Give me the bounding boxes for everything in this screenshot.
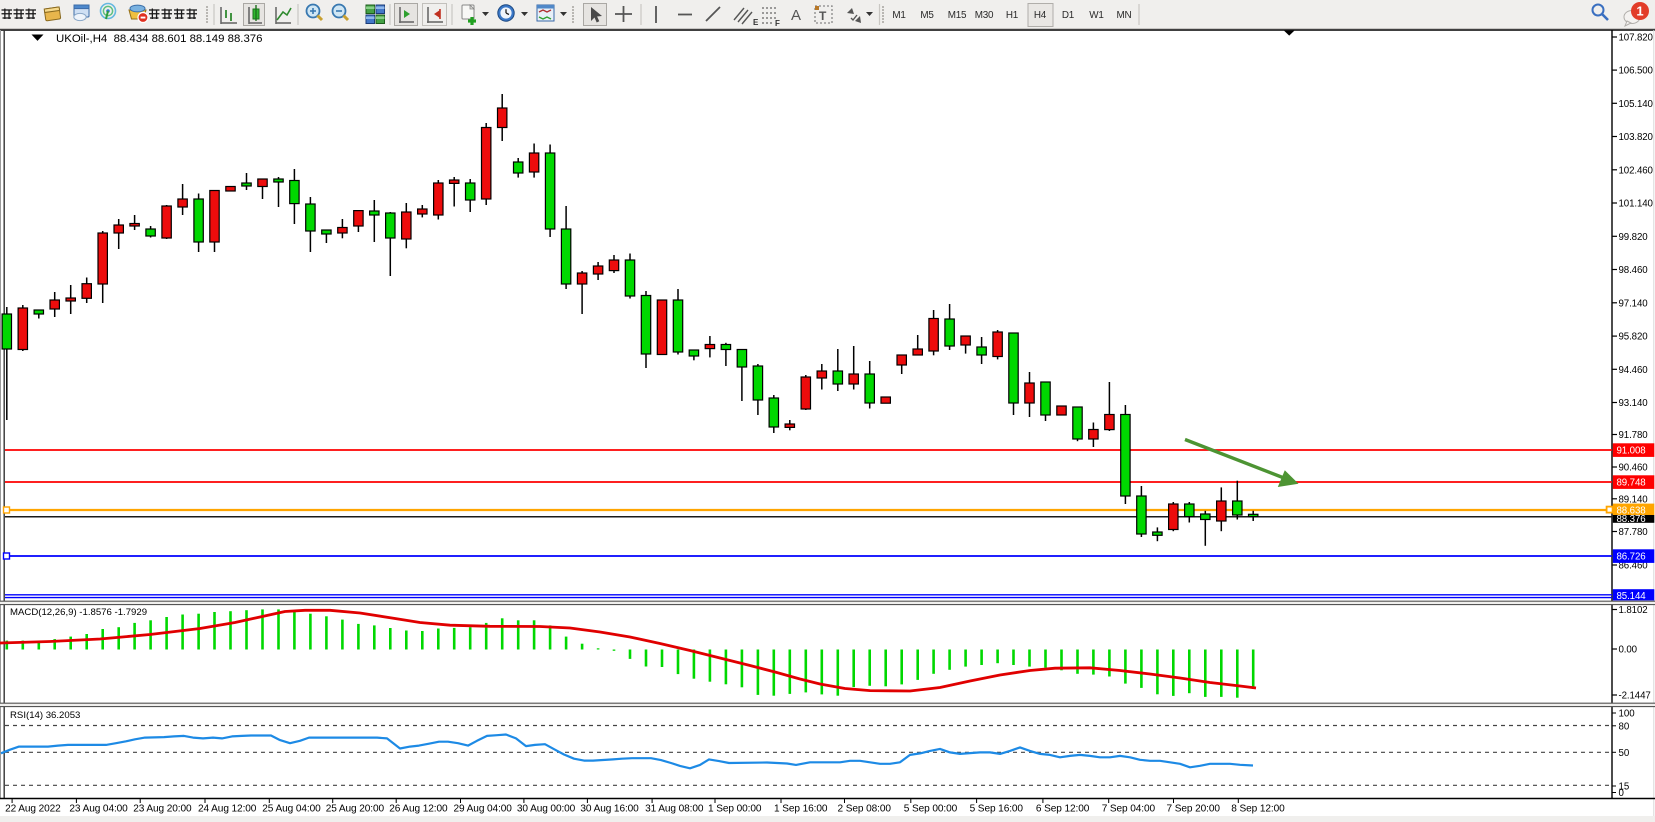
svg-text:5 Sep 00:00: 5 Sep 00:00 <box>904 804 958 815</box>
svg-text:7 Sep 20:00: 7 Sep 20:00 <box>1167 804 1221 815</box>
svg-text:91.008: 91.008 <box>1617 446 1646 457</box>
svg-text:M15: M15 <box>948 10 967 21</box>
svg-text:A: A <box>791 7 801 24</box>
svg-text:89.140: 89.140 <box>1619 494 1649 505</box>
svg-text:24 Aug 12:00: 24 Aug 12:00 <box>198 804 257 815</box>
svg-text:103.820: 103.820 <box>1619 132 1654 143</box>
svg-text:1: 1 <box>1636 4 1643 19</box>
svg-text:86.726: 86.726 <box>1617 552 1646 563</box>
svg-text:W1: W1 <box>1089 10 1104 21</box>
svg-text:25 Aug 20:00: 25 Aug 20:00 <box>326 804 385 815</box>
svg-text:99.820: 99.820 <box>1619 232 1649 243</box>
svg-text:7 Sep 04:00: 7 Sep 04:00 <box>1102 804 1156 815</box>
svg-text:6 Sep 12:00: 6 Sep 12:00 <box>1036 804 1090 815</box>
svg-text:88.376: 88.376 <box>1617 514 1646 525</box>
svg-text:15: 15 <box>1619 782 1630 793</box>
svg-text:M1: M1 <box>892 10 906 21</box>
svg-text:8 Sep 12:00: 8 Sep 12:00 <box>1231 804 1285 815</box>
svg-text:31 Aug 08:00: 31 Aug 08:00 <box>645 804 704 815</box>
svg-text:1 Sep 16:00: 1 Sep 16:00 <box>774 804 828 815</box>
svg-text:88.638: 88.638 <box>1617 505 1646 516</box>
svg-text:29 Aug 04:00: 29 Aug 04:00 <box>454 804 513 815</box>
svg-text:30 Aug 00:00: 30 Aug 00:00 <box>517 804 576 815</box>
svg-text:F: F <box>775 19 780 28</box>
svg-text:100: 100 <box>1619 709 1636 720</box>
svg-text:0.00: 0.00 <box>1619 645 1638 656</box>
svg-text:97.140: 97.140 <box>1619 298 1649 309</box>
svg-text:105.140: 105.140 <box>1619 99 1654 110</box>
svg-text:RSI(14) 36.2053: RSI(14) 36.2053 <box>10 710 80 721</box>
svg-text:30 Aug 16:00: 30 Aug 16:00 <box>580 804 639 815</box>
svg-text:M30: M30 <box>975 10 994 21</box>
svg-text:90.460: 90.460 <box>1619 463 1649 474</box>
svg-text:23 Aug 04:00: 23 Aug 04:00 <box>69 804 128 815</box>
svg-text:UKOil-,H4 88.434 88.601 88.14: UKOil-,H4 88.434 88.601 88.149 88.376 <box>56 33 262 45</box>
svg-text:107.820: 107.820 <box>1619 33 1654 44</box>
svg-text:25 Aug 04:00: 25 Aug 04:00 <box>262 804 321 815</box>
svg-text:23 Aug 20:00: 23 Aug 20:00 <box>133 804 192 815</box>
svg-text:101.140: 101.140 <box>1619 199 1654 210</box>
svg-text:89.748: 89.748 <box>1617 478 1646 489</box>
svg-text:26 Aug 12:00: 26 Aug 12:00 <box>389 804 448 815</box>
svg-text:5 Sep 16:00: 5 Sep 16:00 <box>970 804 1024 815</box>
svg-text:85.144: 85.144 <box>1617 591 1647 602</box>
svg-text:80: 80 <box>1619 721 1630 732</box>
svg-text:-2.1447: -2.1447 <box>1619 691 1651 702</box>
svg-text:H4: H4 <box>1034 10 1047 21</box>
svg-text:MACD(12,26,9) -1.8576 -1.7929: MACD(12,26,9) -1.8576 -1.7929 <box>10 607 147 618</box>
svg-text:86.460: 86.460 <box>1619 561 1649 572</box>
svg-text:1 Sep 00:00: 1 Sep 00:00 <box>708 804 762 815</box>
svg-text:D1: D1 <box>1062 10 1075 21</box>
svg-text:91.780: 91.780 <box>1619 430 1649 441</box>
svg-text:E: E <box>753 18 759 27</box>
svg-text:MN: MN <box>1117 10 1132 21</box>
svg-text:0: 0 <box>1619 788 1625 799</box>
svg-text:50: 50 <box>1619 748 1630 759</box>
svg-text:H1: H1 <box>1006 10 1019 21</box>
svg-text:98.460: 98.460 <box>1619 265 1649 276</box>
svg-text:95.820: 95.820 <box>1619 332 1649 343</box>
svg-text:22 Aug 2022: 22 Aug 2022 <box>5 804 61 815</box>
svg-text:106.500: 106.500 <box>1619 66 1654 77</box>
svg-text:T: T <box>819 9 827 23</box>
svg-text:102.460: 102.460 <box>1619 165 1654 176</box>
svg-text:1.8102: 1.8102 <box>1619 605 1648 616</box>
svg-text:87.780: 87.780 <box>1619 527 1649 538</box>
svg-text:M5: M5 <box>920 10 934 21</box>
svg-text:2 Sep 08:00: 2 Sep 08:00 <box>838 804 892 815</box>
svg-text:93.140: 93.140 <box>1619 398 1649 409</box>
svg-text:94.460: 94.460 <box>1619 365 1649 376</box>
